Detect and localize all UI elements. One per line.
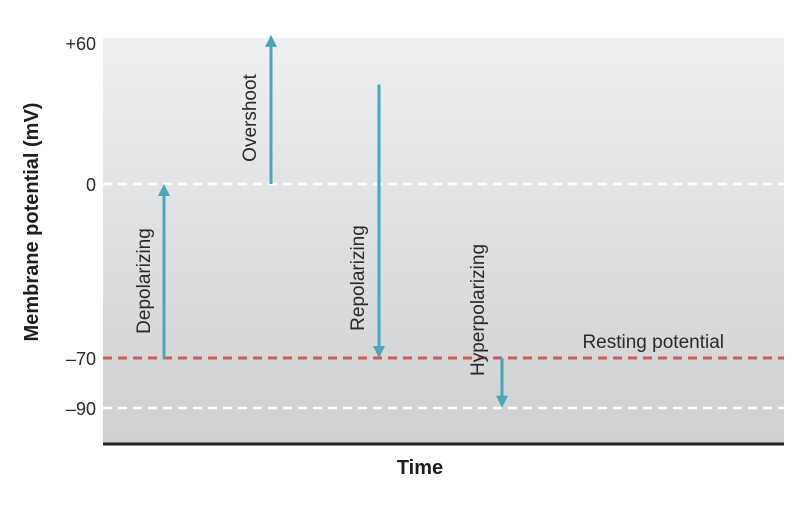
y-tick-label: +60	[65, 34, 96, 54]
y-tick-label: 0	[86, 175, 96, 195]
repolarizing-label: Repolarizing	[348, 225, 369, 331]
resting-potential-label: Resting potential	[582, 332, 724, 353]
depolarizing-label: Depolarizing	[134, 228, 155, 334]
overshoot-label: Overshoot	[240, 73, 261, 161]
y-tick-label: –70	[66, 349, 96, 369]
y-tick-label: –90	[66, 399, 96, 419]
x-axis-title: Time	[397, 457, 443, 479]
y-axis-title: Membrane potential (mV)	[21, 103, 43, 342]
hyperpolarizing-label: Hyperpolarizing	[468, 244, 489, 376]
plot-area	[103, 38, 784, 443]
